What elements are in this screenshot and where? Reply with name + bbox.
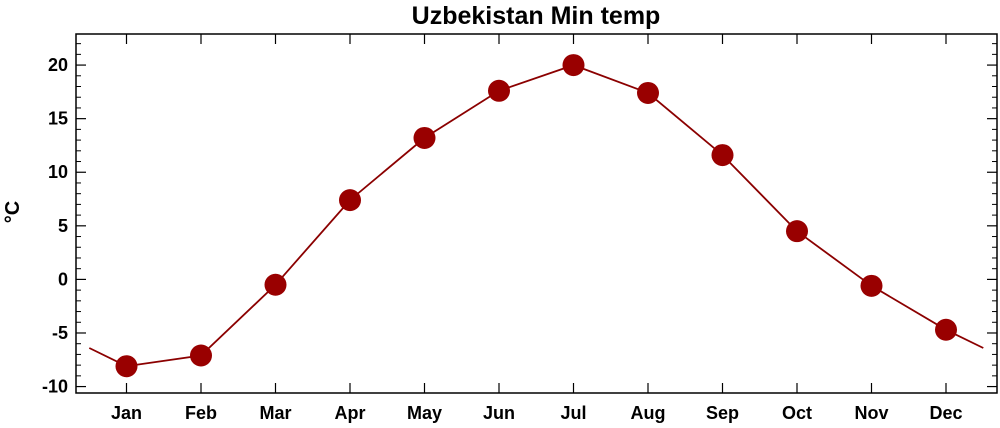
y-axis-label: °C [2, 201, 24, 223]
x-tick-label: Aug [631, 403, 666, 423]
y-tick-label: -10 [42, 377, 68, 397]
plot-frame [75, 33, 998, 394]
x-tick-label: Dec [929, 403, 962, 423]
data-point-feb [190, 344, 212, 367]
series-layer [88, 54, 984, 378]
x-tick-label: Sep [706, 403, 739, 423]
x-tick-label: Nov [854, 403, 888, 423]
x-tick-label: Apr [335, 403, 366, 423]
data-point-jun [488, 79, 510, 102]
data-point-aug [637, 81, 659, 104]
data-point-nov [860, 274, 883, 297]
y-tick-label: 15 [48, 109, 68, 129]
x-tick-label: Jul [560, 403, 586, 423]
data-point-sep [711, 144, 734, 167]
y-tick-label: 5 [58, 216, 68, 236]
y-tick-label: 10 [48, 162, 68, 182]
x-tick-label: Jan [111, 403, 142, 423]
x-tick-label: Oct [782, 403, 812, 423]
data-point-oct [786, 220, 808, 243]
y-tick-label: 20 [48, 55, 68, 75]
data-point-apr [339, 189, 361, 212]
tick-labels: 20 15 10 5 0 -5 -10 Jan Feb Mar Apr May Jun Jul Aug Sep… [42, 55, 963, 423]
y-tick-label: 0 [58, 269, 68, 289]
data-point-dec [935, 318, 957, 341]
data-point-jul [562, 54, 585, 77]
x-tick-label: Jun [483, 403, 515, 423]
axis-ticks [76, 34, 997, 393]
data-point-may [413, 126, 436, 149]
data-point-jan [115, 355, 138, 378]
x-tick-label: Feb [185, 403, 217, 423]
x-tick-label: May [407, 403, 442, 423]
series-line [88, 64, 984, 368]
x-tick-label: Mar [259, 403, 291, 423]
y-tick-label: -5 [52, 323, 68, 343]
data-point-mar [264, 273, 287, 296]
chart-title: Uzbekistan Min temp [412, 2, 661, 30]
